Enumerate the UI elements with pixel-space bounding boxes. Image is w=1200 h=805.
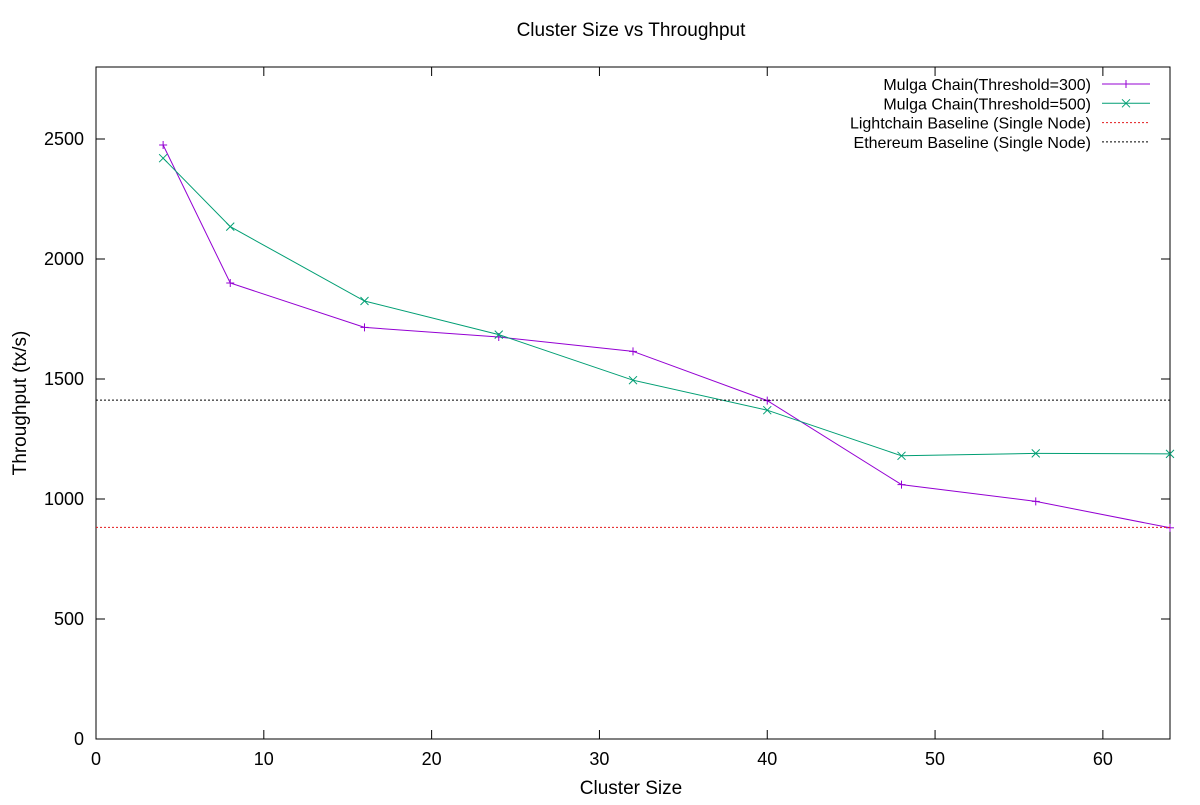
x-tick-label: 40 [757, 749, 777, 769]
legend-entry: Lightchain Baseline (Single Node) [850, 116, 1150, 133]
data-point-marker [225, 222, 235, 231]
x-tick-label: 0 [91, 749, 101, 769]
data-point-marker [360, 296, 369, 306]
x-axis: 0 10 20 30 40 50 60 [91, 67, 1113, 769]
x-tick-label: 60 [1093, 749, 1113, 769]
y-tick-label: 500 [54, 609, 84, 629]
y-tick-label: 1000 [44, 489, 84, 509]
legend-entry: Mulga Chain(Threshold=300) [883, 77, 1150, 94]
series-layer [96, 141, 1175, 532]
series-line [162, 157, 1171, 457]
data-point-marker [762, 405, 772, 415]
y-axis: 0 500 1000 1500 2000 2500 [44, 129, 1170, 749]
data-point-marker [158, 153, 168, 163]
y-axis-label: Throughput (tx/s) [10, 331, 31, 476]
x-tick-label: 30 [589, 749, 609, 769]
legend-entry: Ethereum Baseline (Single Node) [854, 135, 1150, 152]
legend-label: Mulga Chain(Threshold=300) [883, 77, 1091, 94]
legend-entry: Mulga Chain(Threshold=500) [883, 96, 1150, 113]
x-axis-label: Cluster Size [580, 778, 682, 799]
legend-label: Mulga Chain(Threshold=500) [883, 96, 1091, 113]
data-point-marker [1031, 449, 1041, 458]
legend-label: Lightchain Baseline (Single Node) [850, 116, 1091, 133]
x-tick-label: 50 [925, 749, 945, 769]
series-1 [159, 141, 1174, 532]
data-point-marker [628, 375, 638, 385]
data-point-marker [1165, 449, 1175, 459]
y-tick-label: 2000 [44, 249, 84, 269]
y-tick-label: 2500 [44, 129, 84, 149]
data-point-marker [494, 330, 504, 339]
y-tick-label: 0 [74, 729, 84, 749]
chart-title: Cluster Size vs Throughput [517, 20, 747, 41]
plot-frame [95, 66, 1171, 740]
legend: Mulga Chain(Threshold=300) Mulga Chain(Th… [850, 77, 1150, 152]
data-point-marker [897, 451, 906, 461]
series-line [162, 144, 1171, 529]
x-tick-label: 20 [422, 749, 442, 769]
series-2 [158, 153, 1175, 461]
legend-label: Ethereum Baseline (Single Node) [854, 135, 1091, 152]
data-point-marker [1121, 98, 1131, 108]
y-tick-label: 1500 [44, 369, 84, 389]
x-tick-label: 10 [254, 749, 274, 769]
